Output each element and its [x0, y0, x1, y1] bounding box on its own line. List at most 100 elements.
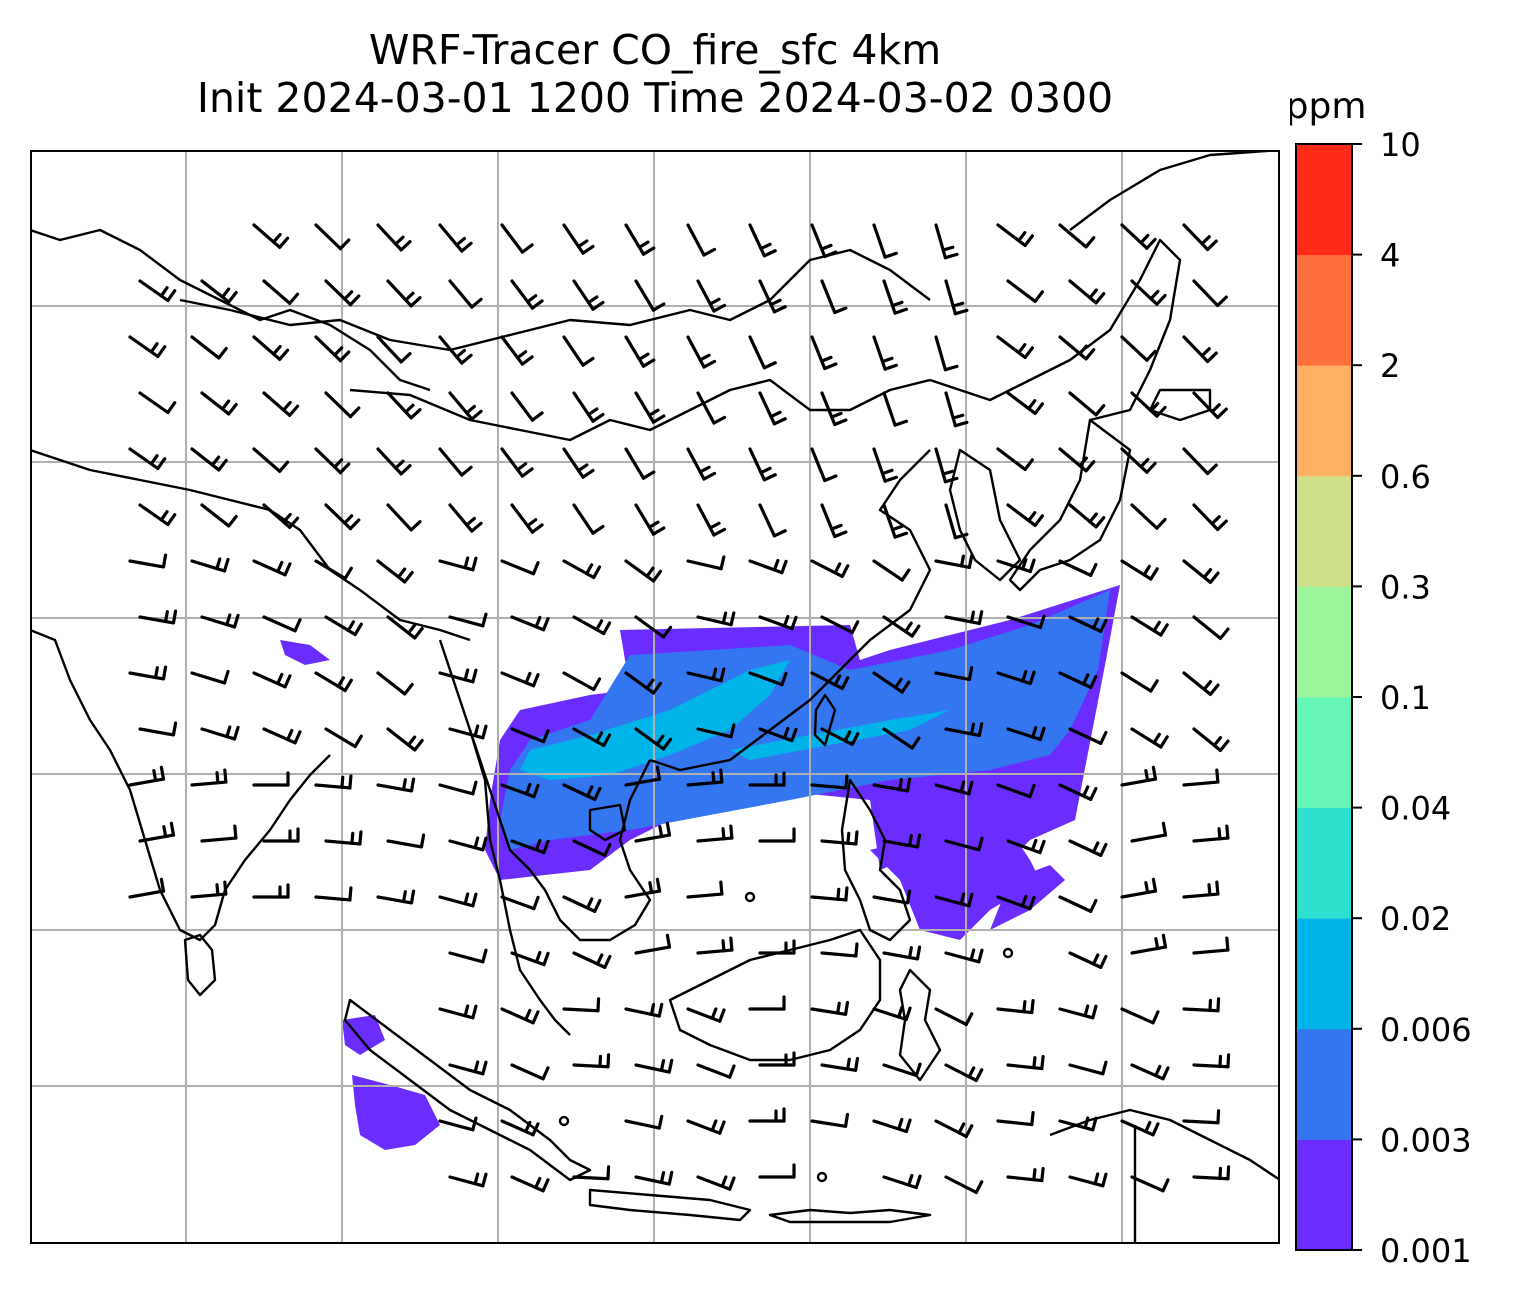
wind-barb [758, 391, 787, 426]
wind-barb [314, 559, 353, 581]
wind-barb [686, 667, 726, 683]
wind-barb [190, 557, 230, 573]
wind-barb [820, 615, 860, 635]
wind-barb [128, 877, 166, 899]
wind-barb [934, 554, 974, 570]
wind-barb [686, 335, 717, 369]
coastline-taiwan [813, 693, 837, 747]
wind-barb [438, 668, 478, 684]
wind-barb [820, 830, 859, 846]
colorbar-tick-label: 0.1 [1380, 679, 1431, 717]
wind-barb [500, 447, 534, 478]
wind-barb [200, 725, 240, 741]
wind-barb [1120, 559, 1159, 581]
wind-barb [1058, 671, 1098, 689]
plume-sumatra-fragment [342, 1015, 385, 1055]
wind-barb [572, 1165, 611, 1181]
wind-barb [758, 1051, 796, 1067]
wind-barb [262, 615, 302, 633]
wind-barb [190, 880, 228, 899]
coastline-korea [948, 448, 1022, 582]
colorbar-tick-label: 0.003 [1380, 1121, 1472, 1159]
wind-barb [1006, 391, 1044, 416]
wind-barb [996, 669, 1036, 686]
wind-barb [448, 836, 488, 852]
colorbar-tick-label: 0.3 [1380, 568, 1431, 606]
wind-barb [1130, 933, 1168, 955]
colorbar-band [1296, 144, 1352, 256]
wind-barb [882, 727, 921, 750]
wind-barb [200, 613, 240, 629]
wind-barb [1192, 1053, 1231, 1069]
plume-east-tail [990, 865, 1065, 930]
colorbar-tick-label: 0.04 [1380, 790, 1451, 828]
wind-barb [324, 727, 363, 749]
wind-barb [748, 223, 777, 258]
wind-barb [572, 615, 612, 636]
wind-barb [1192, 727, 1230, 752]
wind-barb [1002, 947, 1014, 959]
coastline-borneo [668, 928, 882, 1062]
coastline-sumatra [343, 998, 592, 1182]
wind-barb [448, 1172, 488, 1188]
wind-barb [572, 839, 612, 857]
wind-barb [500, 1119, 540, 1137]
wind-barb [944, 722, 984, 738]
colorbar-tick-label: 0.001 [1380, 1232, 1472, 1270]
coastline-russia-east [1069, 150, 1280, 231]
wind-barb [314, 223, 351, 251]
plot-title: WRF-Tracer CO_fire_sfc 4km Init 2024-03-… [30, 26, 1280, 122]
colorbar: ppm 0.001 0.003 0.006 0.02 0.04 0.1 0.3 0.6 2 4 10 [1290, 86, 1472, 1270]
wind-barb [934, 447, 959, 484]
wind-barb [696, 279, 727, 313]
wind-barb [686, 223, 717, 257]
colorbar-tick-label: 4 [1380, 237, 1400, 275]
wind-barb [634, 279, 666, 312]
wind-barb [1068, 951, 1108, 969]
wind-barb [138, 609, 178, 625]
wind-barb [500, 1007, 540, 1025]
wind-barb [510, 279, 544, 310]
wind-barb [1068, 1060, 1108, 1076]
wind-barb [448, 1060, 488, 1076]
wind-barb [128, 665, 168, 681]
wind-barb [624, 877, 662, 899]
wind-barb [624, 671, 663, 695]
wind-barb [386, 391, 422, 420]
wind-barb [138, 721, 178, 737]
coastline-hokkaido [1148, 388, 1212, 422]
wind-barb [686, 555, 726, 571]
wind-barb [314, 447, 351, 475]
wind-barb [190, 447, 228, 472]
wind-barb [386, 833, 426, 849]
wind-barb [1006, 503, 1044, 528]
wind-barb [324, 391, 361, 419]
wind-barb [376, 671, 414, 696]
wind-barb [200, 391, 238, 416]
wind-barb [1130, 615, 1169, 637]
wind-barb [190, 335, 228, 360]
wind-barb [510, 391, 544, 422]
wind-barb [572, 727, 612, 748]
wind-barb [438, 780, 478, 796]
wind-barb [448, 391, 483, 421]
wind-barb [758, 827, 796, 843]
wind-barb [696, 1175, 736, 1191]
wind-barb [438, 447, 473, 477]
wind-barb [1120, 1007, 1160, 1025]
wind-barb [810, 447, 838, 483]
wind-barb [696, 723, 736, 739]
wind-barb [996, 335, 1034, 360]
wind-barb [634, 503, 666, 536]
wind-barb [1130, 503, 1167, 530]
wind-barb [252, 671, 292, 689]
plume-level-3b [730, 710, 950, 760]
wind-barb [1120, 1119, 1160, 1137]
wind-barb [510, 838, 550, 855]
wind-barb [624, 1114, 664, 1130]
wind-barb [872, 889, 912, 905]
wind-barb [1182, 1109, 1221, 1125]
wind-barb [810, 1000, 850, 1016]
wind-barb [262, 727, 302, 745]
colorbar-band [1296, 697, 1352, 809]
